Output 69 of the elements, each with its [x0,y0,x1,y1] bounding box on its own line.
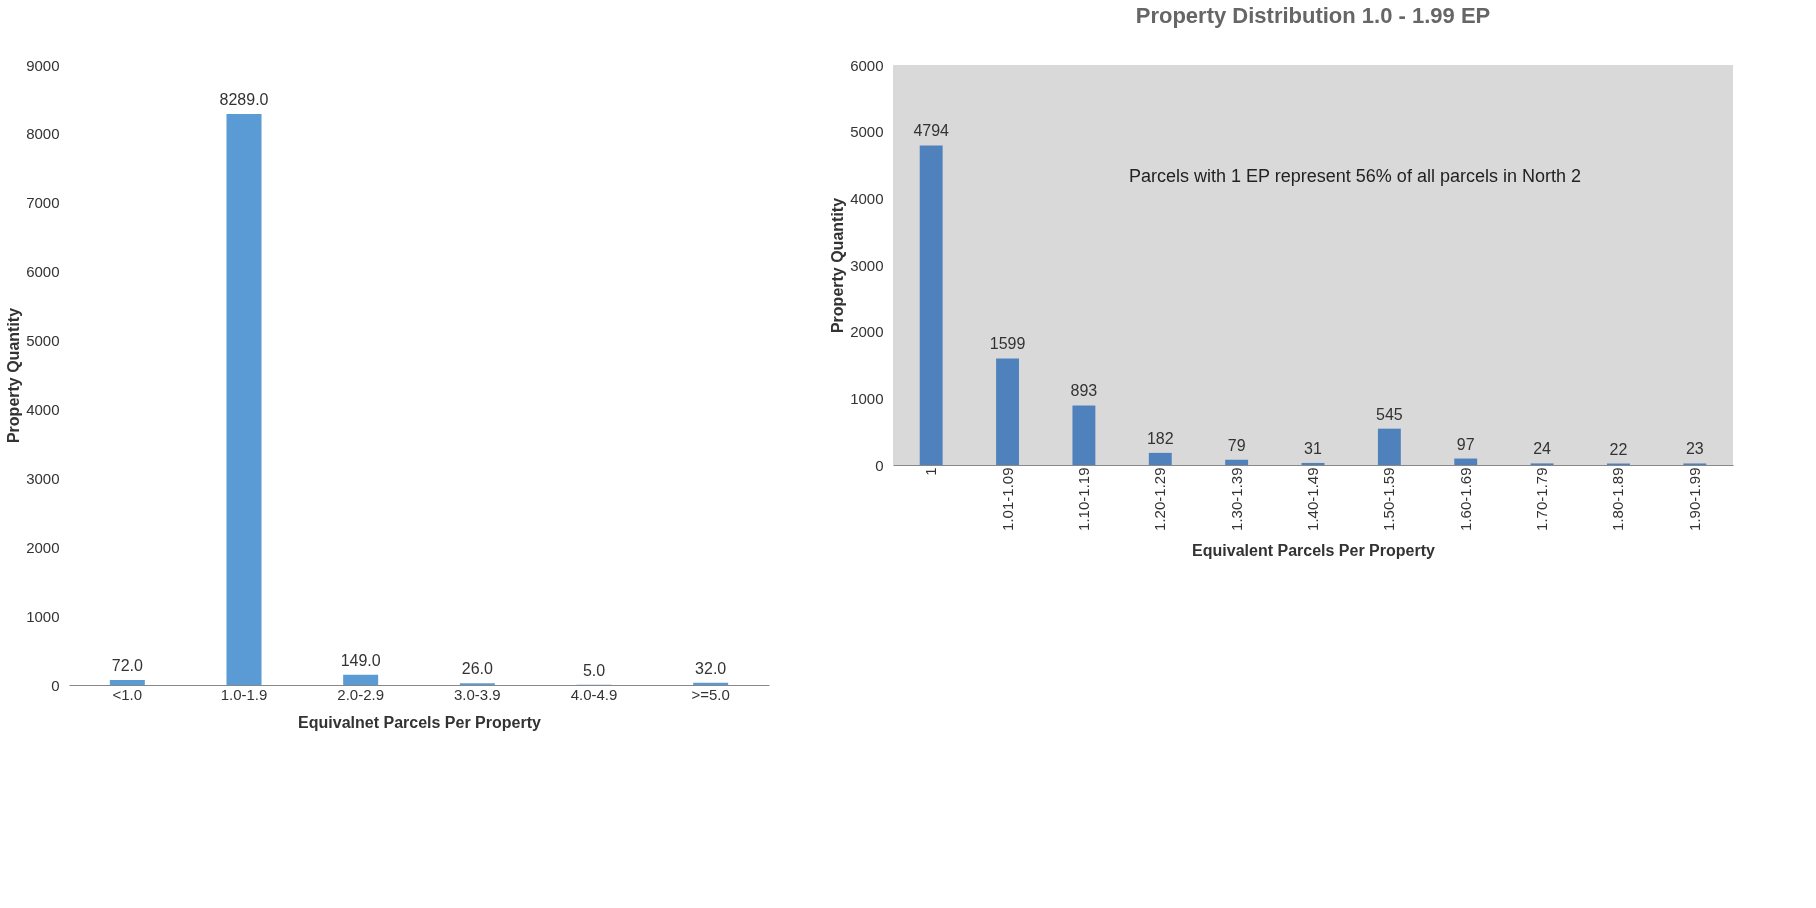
data-label: 8289.0 [219,90,269,108]
x-tick-label: 2.0-2.9 [337,685,385,703]
bar [1377,428,1401,465]
x-axis-title: Equivalent Parcels Per Property [1192,541,1435,559]
bar [1225,459,1249,465]
bar [226,113,262,685]
x-tick-label: 1.70-1.79 [1533,467,1551,531]
x-tick-label: 1.40-1.49 [1304,467,1321,531]
x-tick-label: 1.01-1.09 [998,467,1016,531]
x-tick-label: 1.80-1.89 [1609,467,1627,531]
y-tick-label: 2000 [850,323,884,341]
data-label: 32.0 [695,659,727,677]
y-tick-label: 4000 [26,400,60,418]
x-tick-label: 4.0-4.9 [570,685,618,703]
data-label: 545 [1376,405,1403,423]
annotation: Parcels with 1 EP represent 56% of all parcels in North 2 [1129,166,1581,186]
bar [343,674,379,685]
data-label: 79 [1227,436,1246,454]
x-tick-label: 3.0-3.9 [453,685,501,703]
bar [1301,462,1325,465]
x-tick-label: 1.10-1.19 [1074,467,1092,531]
data-label: 4794 [913,122,950,140]
bar [1454,458,1478,465]
y-axis-title: Property Quantity [829,197,847,334]
y-tick-label: 1000 [26,607,60,625]
y-tick-label: 2000 [26,538,60,556]
y-axis-title: Property Quantity [5,307,23,444]
y-tick-label: 5000 [26,332,60,350]
data-label: 1599 [989,335,1026,353]
y-tick-label: 5000 [850,123,884,141]
data-label: 893 [1070,382,1098,400]
data-label: 5.0 [582,661,606,679]
bar [1148,452,1172,465]
x-tick-label: 1.0-1.9 [220,685,268,703]
data-label: 72.0 [111,657,144,675]
y-tick-label: 7000 [26,194,60,212]
bar [996,358,1019,465]
x-tick-label: 1.90-1.99 [1685,467,1703,531]
y-tick-label: 4000 [850,189,884,207]
y-tick-label: 1000 [850,389,884,407]
y-tick-label: 6000 [26,263,60,281]
x-tick-label: 1.60-1.69 [1456,467,1474,531]
data-label: 182 [1146,429,1174,447]
x-tick-label: 1.30-1.39 [1227,467,1245,531]
x-tick-label: <1.0 [112,685,143,703]
data-label: 31 [1304,439,1322,457]
y-tick-label: 3000 [26,469,60,487]
y-tick-label: 3000 [850,256,884,274]
data-label: 22 [1609,440,1628,458]
x-axis-title: Equivalnet Parcels Per Property [298,713,541,731]
x-tick-label: 1 [922,467,940,476]
x-tick-label: 1.20-1.29 [1151,467,1169,531]
y-tick-label: 0 [51,676,60,694]
data-label: 149.0 [340,651,381,669]
bar [1072,405,1096,465]
bar [693,682,729,685]
y-tick-label: 6000 [850,56,884,74]
y-tick-label: 9000 [26,56,60,74]
y-tick-label: 8000 [26,125,60,143]
bar [919,145,943,465]
x-tick-label: 1.50-1.59 [1380,467,1398,531]
bar [109,680,145,685]
data-label: 97 [1456,435,1475,453]
data-label: 23 [1685,440,1704,458]
x-tick-label: >=5.0 [691,685,730,703]
chart-title: Property Distribution 1.0 - 1.99 EP [1135,3,1491,28]
y-tick-label: 0 [875,456,884,474]
data-label: 24 [1533,440,1552,458]
data-label: 26.0 [461,660,494,678]
